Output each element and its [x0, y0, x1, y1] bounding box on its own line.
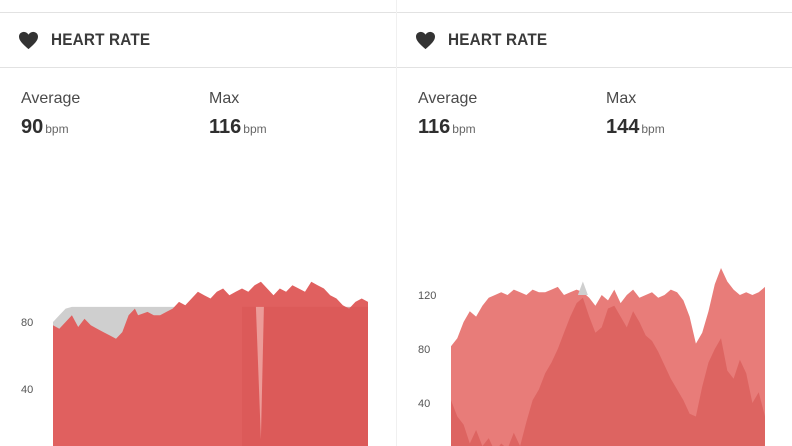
stat-unit: bpm	[641, 122, 665, 136]
top-strip	[397, 0, 792, 13]
heart-icon	[416, 31, 435, 49]
heart-rate-chart: 80 40	[0, 150, 396, 446]
series-area-heart-rate	[53, 281, 368, 446]
stat-label: Max	[606, 90, 637, 107]
stat-max: Max 116 bpm	[209, 90, 267, 139]
dip-marker	[255, 306, 264, 440]
heart-rate-chart: 120 80 40	[397, 150, 792, 446]
stat-unit: bpm	[243, 122, 267, 136]
stat-unit: bpm	[452, 122, 476, 136]
series-area-band	[242, 306, 368, 446]
stat-label: Average	[418, 90, 478, 107]
heart-rate-chart-svg: 120 80 40	[418, 268, 765, 446]
stat-label: Max	[209, 90, 240, 107]
heart-rate-card-right: HEART RATE Average 116 bpm Max 144 bpm 120…	[396, 0, 792, 446]
stat-value: 116	[209, 116, 242, 138]
y-tick-label: 40	[418, 398, 430, 410]
stat-unit: bpm	[45, 122, 69, 136]
card-header[interactable]: HEART RATE	[0, 13, 396, 68]
stat-value: 90	[21, 116, 44, 138]
stat-label: Average	[21, 90, 81, 107]
top-strip	[0, 0, 396, 13]
stat-average: Average 116 bpm	[418, 90, 477, 139]
peak-marker	[577, 281, 588, 295]
series-area-secondary	[451, 297, 765, 446]
y-tick-label: 80	[418, 344, 430, 356]
stats-row: Average 90 bpm Max 116 bpm	[21, 90, 381, 150]
card-title: HEART RATE	[448, 30, 548, 49]
y-tick-label: 80	[21, 317, 33, 329]
heart-rate-chart-svg: 80 40	[21, 281, 368, 446]
y-tick-label: 40	[21, 384, 33, 396]
heart-rate-card-left: HEART RATE Average 90 bpm Max 116 bpm 80 40	[0, 0, 396, 446]
stat-value: 116	[418, 116, 451, 138]
y-tick-label: 120	[418, 290, 436, 302]
card-title: HEART RATE	[51, 30, 151, 49]
stat-value: 144	[606, 116, 640, 138]
stats-row: Average 116 bpm Max 144 bpm	[418, 90, 778, 150]
heart-icon	[19, 31, 38, 49]
stat-max: Max 144 bpm	[606, 90, 665, 139]
stat-average: Average 90 bpm	[21, 90, 80, 139]
card-header[interactable]: HEART RATE	[397, 13, 792, 68]
